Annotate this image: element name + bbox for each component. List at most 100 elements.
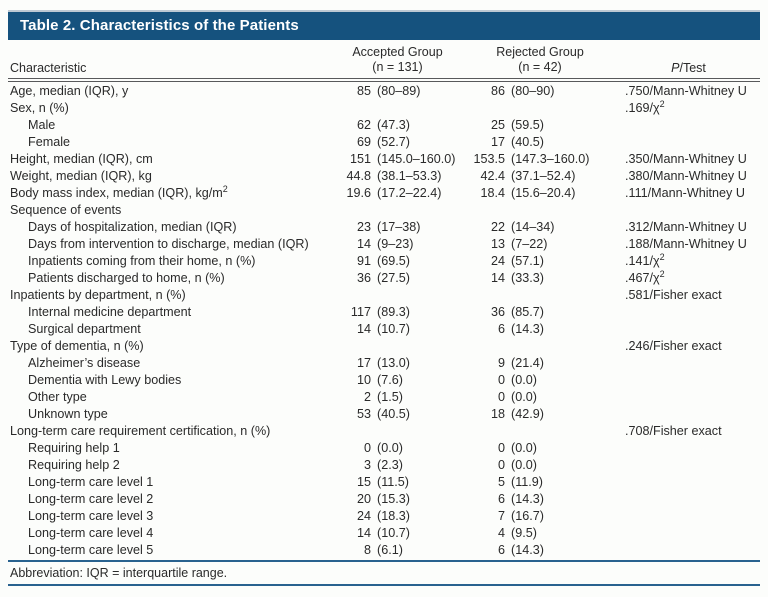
p-test-value: .380/Mann-Whitney U <box>625 169 747 183</box>
row-label: Surgical department <box>28 322 141 336</box>
accepted-iqr: (47.3) <box>377 118 410 132</box>
row-label: Female <box>28 135 70 149</box>
p-test-value <box>617 508 760 525</box>
p-test-value: .169/χ2 <box>625 98 665 115</box>
row-label: Weight, median (IQR), kg <box>10 169 152 183</box>
table-row: Male 62 (47.3) 25 (59.5) <box>8 117 760 134</box>
row-label: Long-term care level 2 <box>28 492 154 506</box>
accepted-iqr: (89.3) <box>377 305 410 319</box>
row-label: Long-term care level 1 <box>28 475 154 489</box>
p-test-value <box>617 457 760 474</box>
accepted-value: 36 <box>356 271 371 285</box>
accepted-value: 62 <box>356 118 371 132</box>
rejected-iqr: (14–34) <box>511 220 555 234</box>
p-test-value <box>617 117 760 134</box>
rejected-iqr: (21.4) <box>511 356 544 370</box>
rejected-iqr: (147.3–160.0) <box>511 152 590 166</box>
column-header-row: Characteristic Accepted Group (n = 131) … <box>8 40 760 78</box>
row-label: Long-term care requirement certification… <box>10 424 271 438</box>
accepted-iqr: (11.5) <box>377 475 409 489</box>
rejected-iqr: (0.0) <box>511 458 537 472</box>
rejected-value: 25 <box>490 118 505 132</box>
table-row: Inpatients by department, n (%) .581/Fis… <box>8 287 760 304</box>
row-label: Body mass index, median (IQR), kg/m2 <box>10 183 228 200</box>
accepted-iqr: (15.3) <box>377 492 410 506</box>
row-label: Age, median (IQR), y <box>10 84 129 98</box>
row-label: Long-term care level 5 <box>28 543 154 557</box>
p-test-value <box>617 389 760 406</box>
p-test-value: .581/Fisher exact <box>625 288 722 302</box>
table-row: Sequence of events <box>8 202 760 219</box>
rejected-value: 6 <box>497 543 505 557</box>
table-row: Height, median (IQR), cm 151 (145.0–160.… <box>8 151 760 168</box>
accepted-iqr: (80–89) <box>377 84 421 98</box>
p-test-value: .246/Fisher exact <box>625 339 722 353</box>
table-row: Long-term care level 1 15 (11.5) 5 (11.9… <box>8 474 760 491</box>
table-row: Requiring help 2 3 (2.3) 0 (0.0) <box>8 457 760 474</box>
accepted-value: 53 <box>356 407 371 421</box>
rejected-iqr: (14.3) <box>511 492 544 506</box>
accepted-iqr: (27.5) <box>377 271 410 285</box>
row-label: Unknown type <box>28 407 108 421</box>
accepted-value <box>332 287 371 304</box>
table-row: Patients discharged to home, n (%) 36 (2… <box>8 269 760 287</box>
table-row: Age, median (IQR), y 85 (80–89) 86 (80–9… <box>8 83 760 100</box>
rejected-value: 18.4 <box>480 186 505 200</box>
row-label: Height, median (IQR), cm <box>10 152 153 166</box>
p-test-value <box>617 321 760 338</box>
rejected-value: 86 <box>490 84 505 98</box>
rejected-value <box>463 423 505 440</box>
accepted-value: 14 <box>356 237 371 251</box>
rejected-iqr: (0.0) <box>511 441 537 455</box>
rejected-iqr: (14.3) <box>511 543 544 557</box>
row-label: Inpatients by department, n (%) <box>10 288 186 302</box>
accepted-value: 24 <box>356 509 371 523</box>
accepted-iqr <box>371 100 463 117</box>
rejected-iqr: (0.0) <box>511 390 537 404</box>
accepted-value: 151 <box>349 152 371 166</box>
accepted-value: 19.6 <box>346 186 371 200</box>
rejected-value: 153.5 <box>473 152 505 166</box>
table-row: Dementia with Lewy bodies 10 (7.6) 0 (0.… <box>8 372 760 389</box>
accepted-value: 0 <box>363 441 371 455</box>
accepted-iqr <box>371 287 463 304</box>
table-row: Alzheimer’s disease 17 (13.0) 9 (21.4) <box>8 355 760 372</box>
p-test-value <box>617 134 760 151</box>
accepted-iqr: (2.3) <box>377 458 403 472</box>
p-test-value <box>617 474 760 491</box>
rejected-iqr: (0.0) <box>511 373 537 387</box>
p-test-value <box>617 491 760 508</box>
accepted-value: 8 <box>363 543 371 557</box>
rejected-value: 36 <box>490 305 505 319</box>
table-body: Age, median (IQR), y 85 (80–89) 86 (80–9… <box>8 82 760 559</box>
p-test-suffix: /Test <box>679 61 706 75</box>
accepted-iqr <box>371 202 463 219</box>
row-label: Days from intervention to discharge, med… <box>28 237 309 251</box>
table-row: Long-term care level 5 8 (6.1) 6 (14.3) <box>8 542 760 559</box>
row-label: Requiring help 2 <box>28 458 120 472</box>
rejected-iqr: (15.6–20.4) <box>511 186 576 200</box>
accepted-iqr: (17–38) <box>377 220 421 234</box>
row-label: Patients discharged to home, n (%) <box>28 271 225 285</box>
accepted-value: 44.8 <box>346 169 371 183</box>
rejected-value: 18 <box>490 407 505 421</box>
table-row: Long-term care level 4 14 (10.7) 4 (9.5) <box>8 525 760 542</box>
rejected-iqr: (59.5) <box>511 118 544 132</box>
table-title: Table 2. Characteristics of the Patients <box>8 10 760 40</box>
rejected-iqr: (14.3) <box>511 322 544 336</box>
table-row: Female 69 (52.7) 17 (40.5) <box>8 134 760 151</box>
p-test-value: .708/Fisher exact <box>625 424 722 438</box>
accepted-iqr: (145.0–160.0) <box>377 152 456 166</box>
row-label: Other type <box>28 390 87 404</box>
accepted-group-label: Accepted Group <box>352 45 443 59</box>
row-label: Internal medicine department <box>28 305 192 319</box>
accepted-value: 17 <box>356 356 371 370</box>
patient-characteristics-table: Table 2. Characteristics of the Patients… <box>8 10 760 586</box>
rejected-value: 17 <box>490 135 505 149</box>
table-row: Days from intervention to discharge, med… <box>8 236 760 253</box>
accepted-value: 15 <box>356 475 371 489</box>
rejected-value: 22 <box>490 220 505 234</box>
accepted-iqr: (9–23) <box>377 237 414 251</box>
p-test-value <box>617 440 760 457</box>
accepted-value: 14 <box>356 322 371 336</box>
